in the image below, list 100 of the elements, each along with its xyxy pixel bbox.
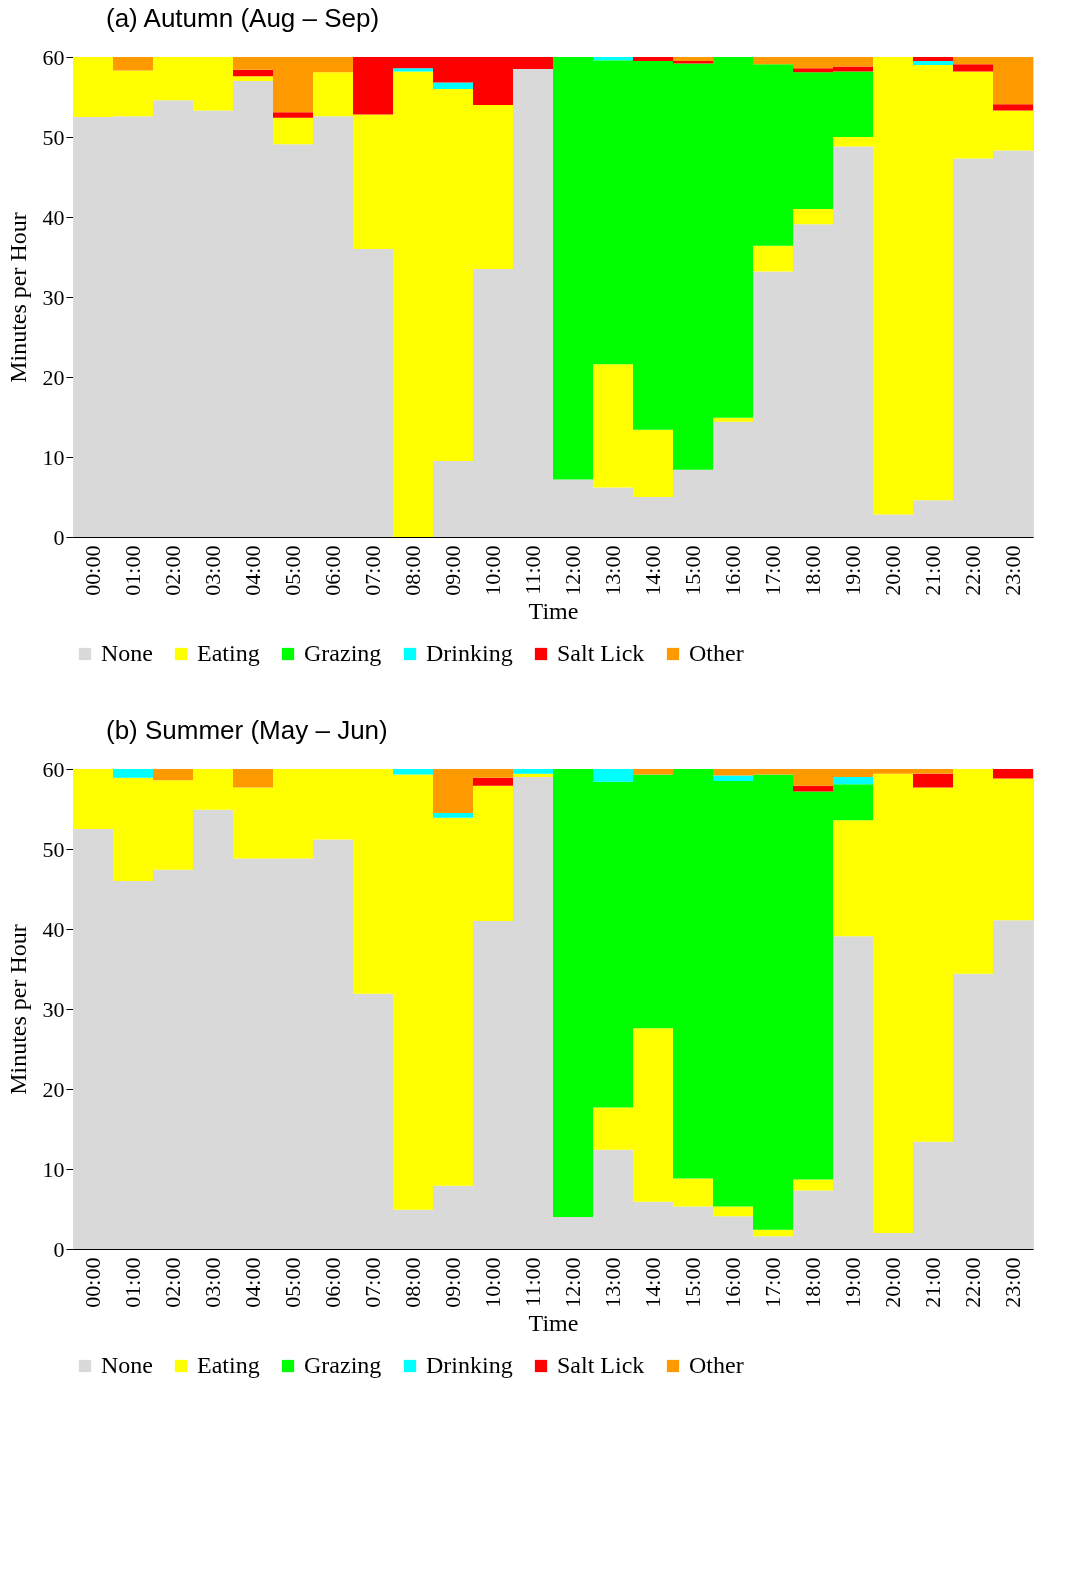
bar	[713, 417, 753, 422]
x-tick-label: 13:00	[600, 545, 625, 596]
y-tick-label: 30	[42, 996, 65, 1022]
x-tick-label: 23:00	[1000, 545, 1025, 596]
x-tick-label: 00:00	[80, 1257, 105, 1308]
bar	[753, 245, 793, 272]
y-axis-title: Minutes per Hour	[4, 924, 31, 1095]
x-tick-label: 22:00	[960, 545, 985, 596]
x-tick-label: 16:00	[720, 1257, 745, 1308]
bar	[113, 769, 153, 778]
bar	[393, 769, 433, 775]
y-tick-label: 20	[42, 364, 65, 390]
x-tick-label: 05:00	[280, 545, 305, 596]
x-tick-label: 14:00	[640, 1257, 665, 1308]
bar	[233, 69, 273, 77]
x-tick-label: 12:00	[560, 545, 585, 596]
x-tick-label: 03:00	[200, 1257, 225, 1308]
y-tick-label: 0	[53, 1236, 65, 1262]
bar	[393, 68, 433, 72]
x-tick-label: 21:00	[920, 545, 945, 596]
bar	[673, 57, 713, 61]
bar	[793, 1179, 833, 1191]
x-tick-label: 23:00	[1000, 1257, 1025, 1308]
y-tick-label: 0	[53, 524, 65, 550]
x-tick-label: 09:00	[440, 545, 465, 596]
x-tick-label: 07:00	[360, 545, 385, 596]
x-tick-label: 04:00	[240, 1257, 265, 1308]
x-tick-label: 18:00	[800, 545, 825, 596]
legend-label: Salt Lick	[557, 1352, 645, 1378]
legend-label: Salt Lick	[557, 640, 645, 666]
y-tick-label: 20	[42, 1076, 65, 1102]
x-tick-label: 05:00	[280, 1257, 305, 1308]
x-tick-label: 14:00	[640, 545, 665, 596]
legend-label: Drinking	[426, 640, 513, 666]
x-tick-label: 08:00	[400, 1257, 425, 1308]
legend-label: Other	[689, 1352, 744, 1378]
legend-label: Eating	[197, 640, 260, 666]
bar	[113, 57, 153, 71]
x-tick-label: 01:00	[120, 1257, 145, 1308]
x-tick-label: 20:00	[880, 1257, 905, 1308]
bar	[233, 769, 273, 788]
bar	[273, 117, 313, 145]
x-tick-label: 06:00	[320, 545, 345, 596]
bar	[953, 64, 993, 72]
x-tick-label: 12:00	[560, 1257, 585, 1308]
bar	[793, 209, 833, 225]
y-tick-label: 40	[42, 916, 65, 942]
legend-label: Grazing	[304, 640, 382, 666]
x-tick-label: 11:00	[520, 1257, 545, 1307]
x-tick-label: 01:00	[120, 545, 145, 596]
bar	[993, 769, 1033, 779]
bar	[713, 775, 753, 781]
bar	[633, 57, 673, 61]
bar	[913, 57, 953, 61]
bar	[753, 1229, 793, 1237]
x-tick-label: 09:00	[440, 1257, 465, 1308]
legend-label: Eating	[197, 1352, 260, 1378]
x-axis-title: Time	[528, 1309, 579, 1336]
bar	[993, 104, 1033, 111]
bar	[593, 57, 633, 61]
x-tick-label: 10:00	[480, 1257, 505, 1308]
x-tick-label: 02:00	[160, 1257, 185, 1308]
x-tick-label: 00:00	[80, 545, 105, 596]
bar	[633, 769, 673, 775]
x-tick-label: 16:00	[720, 545, 745, 596]
x-tick-label: 17:00	[760, 1257, 785, 1308]
x-tick-label: 19:00	[840, 1257, 865, 1308]
bar	[473, 777, 513, 786]
x-tick-label: 15:00	[680, 545, 705, 596]
legend-label: Grazing	[304, 1352, 382, 1378]
x-tick-label: 06:00	[320, 1257, 345, 1308]
legend-label: Drinking	[426, 1352, 513, 1378]
x-tick-label: 02:00	[160, 545, 185, 596]
y-tick-label: 60	[42, 756, 65, 782]
x-tick-label: 15:00	[680, 1257, 705, 1308]
x-tick-label: 07:00	[360, 1257, 385, 1308]
bar	[713, 1206, 753, 1217]
y-tick-label: 50	[42, 124, 65, 150]
bar	[593, 769, 633, 782]
y-tick-label: 10	[42, 444, 65, 470]
bar	[513, 773, 553, 777]
x-tick-label: 17:00	[760, 545, 785, 596]
y-tick-label: 30	[42, 284, 65, 310]
x-tick-label: 03:00	[200, 545, 225, 596]
x-tick-label: 20:00	[880, 545, 905, 596]
x-tick-label: 08:00	[400, 545, 425, 596]
bar	[433, 82, 473, 89]
legend-label: Other	[689, 640, 744, 666]
x-tick-label: 22:00	[960, 1257, 985, 1308]
x-tick-label: 18:00	[800, 1257, 825, 1308]
x-tick-label: 10:00	[480, 545, 505, 596]
y-tick-label: 50	[42, 836, 65, 862]
legend-label: None	[101, 640, 153, 666]
chart-title: (b) Summer (May – Jun)	[106, 715, 388, 745]
y-tick-label: 60	[42, 44, 65, 70]
bar	[913, 773, 953, 788]
bar	[153, 769, 193, 781]
x-tick-label: 11:00	[520, 545, 545, 595]
bar	[273, 112, 313, 118]
x-tick-label: 13:00	[600, 1257, 625, 1308]
